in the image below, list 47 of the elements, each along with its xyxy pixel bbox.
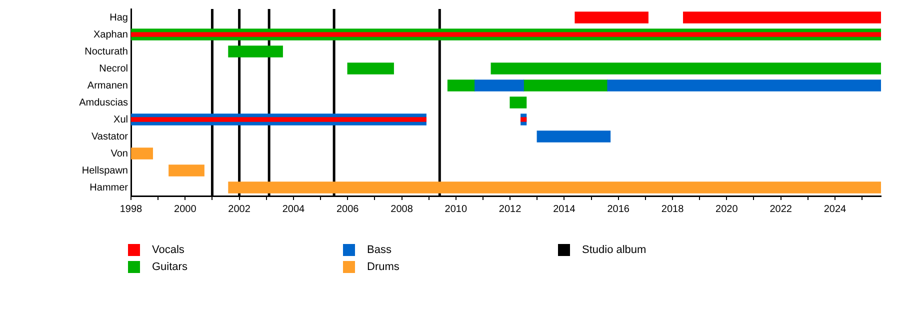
x-tick-label: 2016 xyxy=(607,204,630,215)
x-tick-label: 2000 xyxy=(174,204,197,215)
bar xyxy=(168,164,204,176)
bar xyxy=(131,117,426,122)
legend-label: Vocals xyxy=(152,244,184,256)
legend-label: Bass xyxy=(367,244,392,256)
y-tick-label: Amduscias xyxy=(79,97,128,108)
y-tick-label: Armanen xyxy=(87,80,128,92)
x-tick-label: 1998 xyxy=(120,204,143,215)
x-tick-label: 2008 xyxy=(390,204,414,215)
bar xyxy=(347,62,394,74)
bar xyxy=(523,80,608,92)
bar xyxy=(447,80,476,92)
x-tick-label: 2002 xyxy=(228,204,251,215)
bar xyxy=(520,117,527,122)
y-tick-label: Hellspawn xyxy=(82,165,128,176)
legend-label: Guitars xyxy=(152,260,188,272)
x-tick-label: 2012 xyxy=(498,204,522,215)
y-tick-label: Necrol xyxy=(99,63,128,74)
bar xyxy=(683,12,881,24)
y-tick-label: Nocturath xyxy=(84,46,128,58)
x-tick-label: 2022 xyxy=(770,204,792,215)
x-tick-label: 2004 xyxy=(282,204,306,215)
bar xyxy=(510,96,527,108)
x-tick-label: 2024 xyxy=(824,204,847,215)
bar xyxy=(228,182,881,194)
bar xyxy=(228,46,283,58)
bar xyxy=(131,148,153,160)
y-tick-label: Vastator xyxy=(92,131,129,142)
x-tick-label: 2018 xyxy=(661,204,684,215)
y-tick-label: Hag xyxy=(110,12,128,24)
y-tick-label: Von xyxy=(110,148,128,160)
x-tick-label: 2020 xyxy=(716,204,738,215)
x-tick-label: 2006 xyxy=(336,204,360,215)
bar xyxy=(607,80,881,92)
legend-label: Studio album xyxy=(582,244,646,256)
x-tick-label: 2014 xyxy=(553,204,576,215)
bar xyxy=(490,62,881,74)
bar xyxy=(131,32,881,37)
bar xyxy=(536,130,611,142)
bar xyxy=(474,80,524,92)
y-tick-label: Xul xyxy=(114,114,128,126)
x-tick-label: 2010 xyxy=(444,204,468,215)
y-tick-label: Hammer xyxy=(90,182,129,194)
bar xyxy=(574,12,648,24)
y-tick-label: Xaphan xyxy=(94,29,128,40)
legend-label: Drums xyxy=(367,260,400,272)
